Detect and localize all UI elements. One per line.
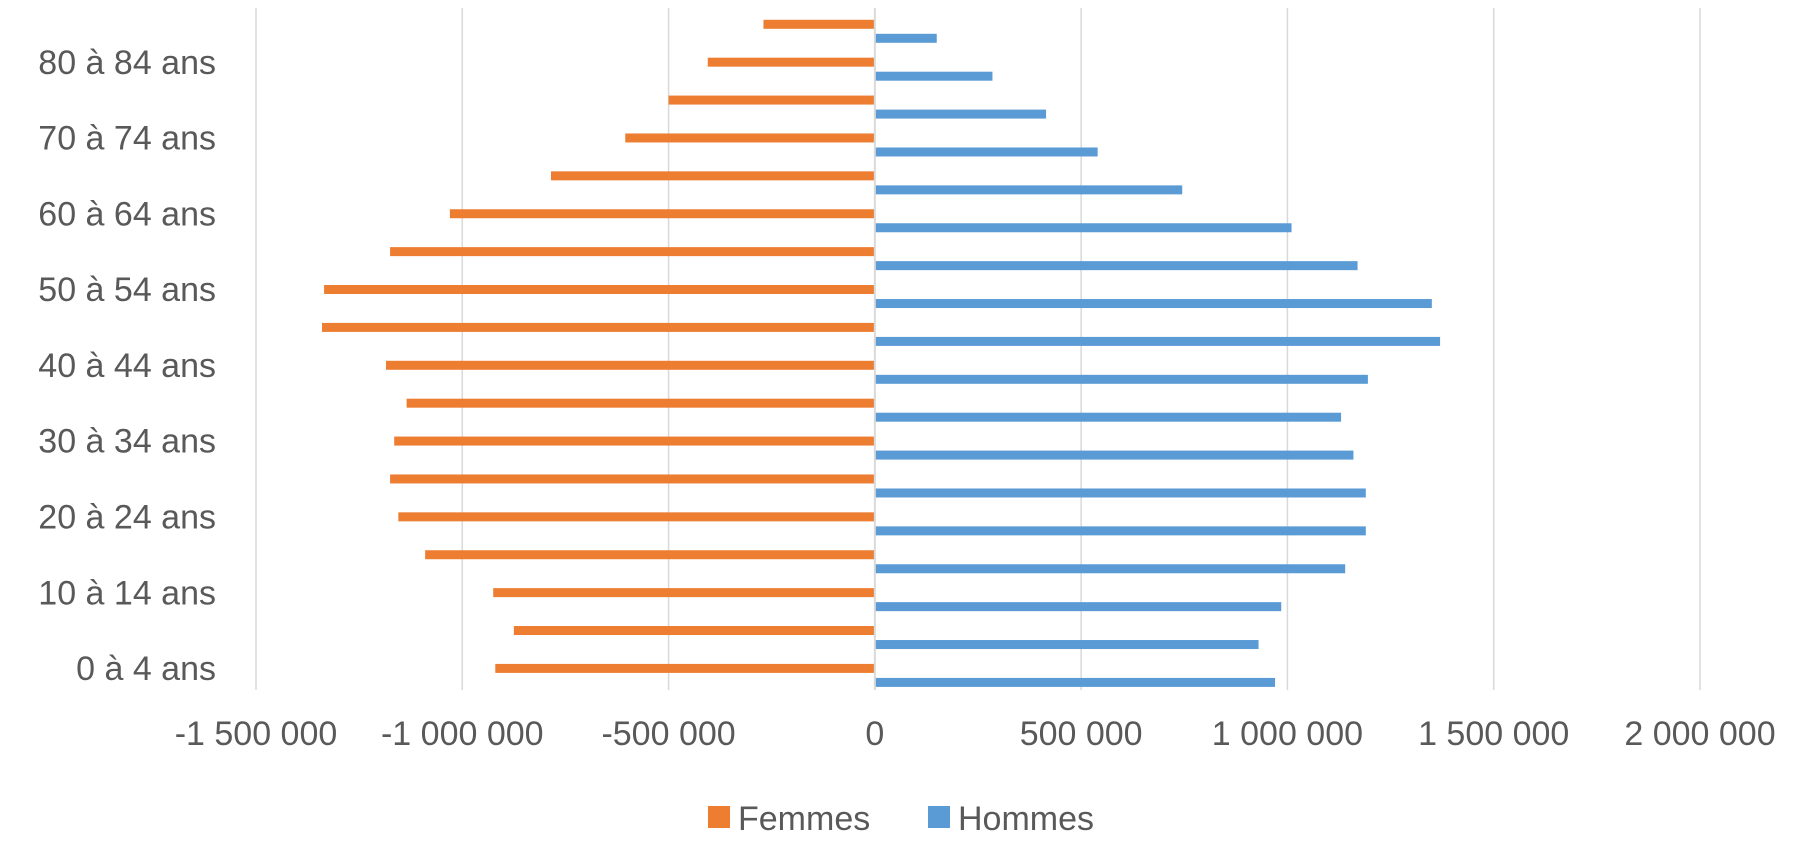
hommes-bar bbox=[874, 147, 1098, 157]
femmes-legend-swatch bbox=[708, 806, 730, 828]
femmes-bar bbox=[324, 285, 875, 295]
hommes-bar bbox=[874, 109, 1047, 119]
femmes-bar bbox=[425, 550, 875, 560]
category-tick-label: 20 à 24 ans bbox=[38, 498, 216, 536]
value-axis-labels: -1 500 000 -1 000 000 -500 000 0 500 000 1 00… bbox=[175, 715, 1776, 753]
value-tick-label: -500 000 bbox=[601, 715, 735, 753]
value-tick-label: -1 500 000 bbox=[175, 715, 338, 753]
hommes-bar bbox=[874, 374, 1368, 384]
hommes-legend-label: Hommes bbox=[958, 800, 1094, 838]
value-tick-label: 1 500 000 bbox=[1418, 715, 1569, 753]
hommes-bar bbox=[874, 299, 1432, 309]
hommes-bar bbox=[874, 412, 1342, 422]
femmes-bar bbox=[449, 209, 875, 219]
value-tick-label: 0 bbox=[865, 715, 884, 753]
femmes-bar bbox=[406, 398, 875, 408]
category-tick-label: 40 à 44 ans bbox=[38, 347, 216, 385]
legend: Femmes Hommes bbox=[708, 800, 1094, 838]
femmes-bar bbox=[763, 19, 875, 29]
hommes-bar bbox=[874, 640, 1259, 650]
femmes-bar bbox=[513, 626, 875, 636]
hommes-bar bbox=[874, 33, 937, 43]
value-tick-label: 500 000 bbox=[1020, 715, 1143, 753]
femmes-bar bbox=[398, 512, 875, 522]
value-tick-label: 1 000 000 bbox=[1212, 715, 1363, 753]
value-tick-label: 2 000 000 bbox=[1624, 715, 1775, 753]
bars bbox=[322, 19, 1441, 687]
femmes-legend-label: Femmes bbox=[738, 800, 870, 838]
category-tick-label: 10 à 14 ans bbox=[38, 574, 216, 612]
femmes-bar bbox=[495, 663, 875, 673]
category-tick-label: 70 à 74 ans bbox=[38, 120, 216, 158]
hommes-bar bbox=[874, 223, 1292, 233]
category-tick-label: 0 à 4 ans bbox=[76, 650, 216, 688]
hommes-bar bbox=[874, 185, 1183, 195]
hommes-legend-swatch bbox=[928, 806, 950, 828]
femmes-bar bbox=[385, 360, 875, 370]
femmes-bar bbox=[394, 436, 875, 446]
hommes-bar bbox=[874, 526, 1366, 536]
category-tick-label: 30 à 34 ans bbox=[38, 423, 216, 461]
femmes-bar bbox=[322, 322, 875, 332]
hommes-bar bbox=[874, 71, 993, 81]
hommes-bar bbox=[874, 488, 1366, 498]
femmes-bar bbox=[625, 133, 875, 143]
femmes-bar bbox=[707, 57, 875, 67]
femmes-bar bbox=[390, 474, 875, 484]
hommes-bar bbox=[874, 602, 1282, 612]
category-tick-label: 60 à 64 ans bbox=[38, 195, 216, 233]
hommes-bar bbox=[874, 336, 1441, 346]
hommes-bar bbox=[874, 677, 1276, 687]
hommes-bar bbox=[874, 564, 1346, 574]
value-tick-label: -1 000 000 bbox=[381, 715, 544, 753]
hommes-bar bbox=[874, 261, 1358, 271]
femmes-bar bbox=[390, 247, 875, 257]
category-axis-labels: 0 à 4 ans 10 à 14 ans 20 à 24 ans 30 à 34 a… bbox=[38, 44, 216, 688]
hommes-bar bbox=[874, 450, 1354, 460]
femmes-bar bbox=[550, 171, 875, 181]
femmes-bar bbox=[493, 588, 875, 598]
category-tick-label: 50 à 54 ans bbox=[38, 271, 216, 309]
femmes-bar bbox=[668, 95, 875, 105]
category-tick-label: 80 à 84 ans bbox=[38, 44, 216, 82]
